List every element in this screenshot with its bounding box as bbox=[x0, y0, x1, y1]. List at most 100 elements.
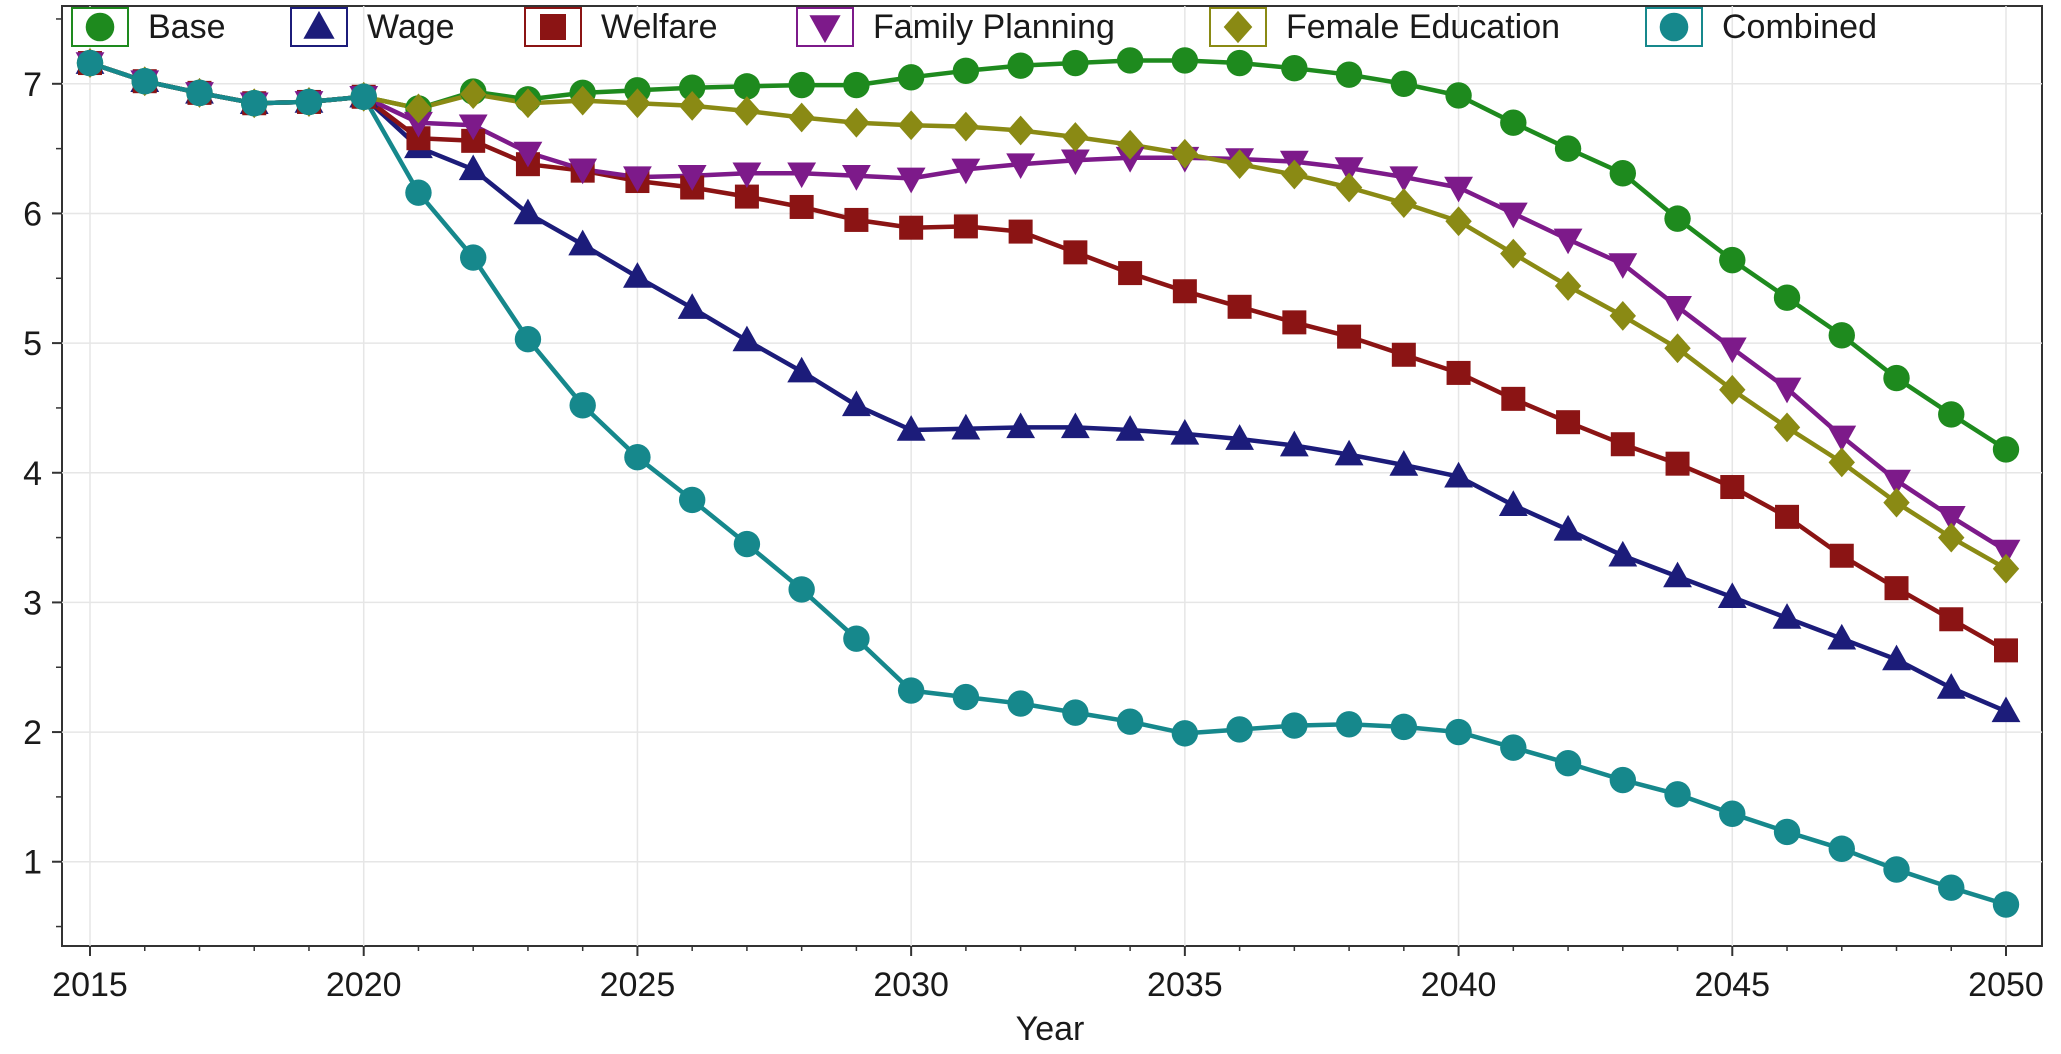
data-point-female-education bbox=[733, 96, 761, 126]
data-point-family-planning bbox=[1608, 253, 1638, 279]
data-point-combined bbox=[1335, 711, 1363, 738]
data-point-welfare bbox=[1501, 386, 1526, 411]
data-point-wage bbox=[951, 413, 981, 440]
data-point-female-education bbox=[1828, 447, 1855, 478]
legend-label: Combined bbox=[1722, 8, 1877, 46]
data-point-combined bbox=[1171, 720, 1199, 747]
data-point-female-education bbox=[1390, 188, 1418, 218]
x-tick-label: 2020 bbox=[326, 966, 402, 1004]
data-point-family-planning bbox=[458, 114, 488, 141]
data-point-welfare bbox=[1665, 451, 1690, 476]
data-point-welfare bbox=[1282, 310, 1307, 335]
data-point-combined bbox=[1773, 818, 1801, 846]
data-point-female-education bbox=[1007, 115, 1034, 146]
x-tick-label: 2030 bbox=[873, 966, 949, 1004]
data-point-welfare bbox=[1172, 279, 1197, 304]
data-point-combined bbox=[350, 83, 377, 110]
data-point-welfare bbox=[1008, 219, 1033, 244]
data-point-welfare bbox=[1337, 324, 1362, 349]
data-point-family-planning bbox=[732, 162, 762, 189]
data-point-base bbox=[1883, 364, 1910, 392]
data-point-base bbox=[1226, 49, 1253, 77]
data-point-wage bbox=[1389, 450, 1419, 476]
data-point-base bbox=[788, 71, 815, 99]
data-point-base bbox=[1664, 205, 1691, 232]
data-point-female-education bbox=[1062, 122, 1089, 152]
data-point-wage bbox=[1882, 644, 1911, 671]
data-point-base bbox=[1335, 61, 1363, 88]
data-point-base bbox=[843, 71, 870, 99]
legend-marker-female-education bbox=[1223, 10, 1253, 44]
data-point-female-education bbox=[1445, 206, 1472, 237]
data-point-wage bbox=[1498, 490, 1528, 516]
data-point-combined bbox=[186, 79, 213, 107]
data-point-welfare bbox=[953, 214, 978, 239]
data-point-female-education bbox=[1171, 138, 1199, 169]
data-point-base bbox=[1992, 436, 2020, 463]
data-point-base bbox=[1445, 82, 1472, 109]
data-point-base bbox=[1828, 322, 1855, 349]
data-point-female-education bbox=[624, 88, 651, 119]
data-point-female-education bbox=[1938, 522, 1965, 553]
x-tick-label: 2025 bbox=[600, 966, 676, 1004]
legend-item-combined: Combined bbox=[1645, 7, 1877, 47]
x-tick-label: 2045 bbox=[1694, 966, 1770, 1004]
legend-item-base: Base bbox=[71, 7, 226, 47]
data-point-female-education bbox=[569, 85, 596, 116]
data-point-female-education bbox=[1281, 159, 1308, 190]
x-tick-label: 2035 bbox=[1147, 966, 1223, 1004]
data-point-combined bbox=[1664, 781, 1691, 808]
data-point-combined bbox=[1719, 800, 1746, 827]
data-point-wage bbox=[732, 325, 762, 352]
data-point-wage bbox=[677, 293, 707, 319]
data-point-wage bbox=[1827, 623, 1857, 650]
data-point-combined bbox=[1609, 766, 1637, 794]
data-point-wage bbox=[896, 415, 926, 441]
data-point-combined bbox=[1281, 712, 1308, 739]
data-point-base bbox=[1500, 109, 1527, 136]
data-point-wage bbox=[1170, 418, 1200, 445]
data-point-welfare bbox=[1720, 475, 1745, 500]
data-point-family-planning bbox=[623, 166, 652, 193]
data-point-combined bbox=[1390, 713, 1418, 741]
plot-area bbox=[61, 5, 2043, 947]
data-point-combined bbox=[1992, 891, 2020, 918]
legend-label: Wage bbox=[367, 8, 455, 46]
data-point-combined bbox=[76, 49, 104, 77]
data-point-wage bbox=[1717, 582, 1747, 609]
data-point-wage bbox=[623, 262, 652, 288]
data-point-base bbox=[1938, 401, 1965, 428]
data-point-welfare bbox=[899, 215, 924, 240]
legend-item-family-planning: Family Planning bbox=[796, 7, 1115, 47]
data-point-family-planning bbox=[1991, 539, 2021, 566]
data-point-female-education bbox=[514, 88, 542, 119]
data-point-wage bbox=[1006, 412, 1036, 439]
legend-label: Family Planning bbox=[873, 8, 1115, 46]
data-point-welfare bbox=[1556, 410, 1581, 435]
data-point-wage bbox=[1225, 424, 1254, 450]
data-point-family-planning bbox=[1553, 228, 1583, 255]
data-point-welfare bbox=[1775, 504, 1800, 529]
data-point-welfare bbox=[844, 207, 869, 232]
legend-marker-wage bbox=[303, 10, 335, 39]
data-point-base bbox=[1171, 47, 1199, 74]
data-point-female-education bbox=[843, 107, 870, 138]
data-point-combined bbox=[514, 326, 542, 353]
data-point-wage bbox=[1608, 540, 1638, 567]
data-point-welfare bbox=[789, 194, 814, 219]
axes: 2015 2020 2025 2030 2035 2040 2045 2050 1 2 3 4 5 6 7 bbox=[23, 18, 2044, 1004]
data-point-combined bbox=[241, 90, 268, 117]
data-point-family-planning bbox=[1663, 296, 1692, 322]
y-tick-label: 2 bbox=[23, 714, 42, 752]
data-point-wage bbox=[787, 356, 817, 383]
y-tick-label: 3 bbox=[23, 584, 42, 622]
series-markers bbox=[75, 47, 2021, 918]
data-point-family-planning bbox=[951, 158, 981, 185]
legend-marker-combined bbox=[1659, 12, 1689, 42]
x-tick-label: 2015 bbox=[52, 966, 128, 1004]
data-point-wage bbox=[1553, 514, 1583, 541]
data-point-wage bbox=[1334, 439, 1364, 466]
data-point-combined bbox=[1828, 835, 1855, 862]
data-point-wage bbox=[1060, 412, 1090, 439]
